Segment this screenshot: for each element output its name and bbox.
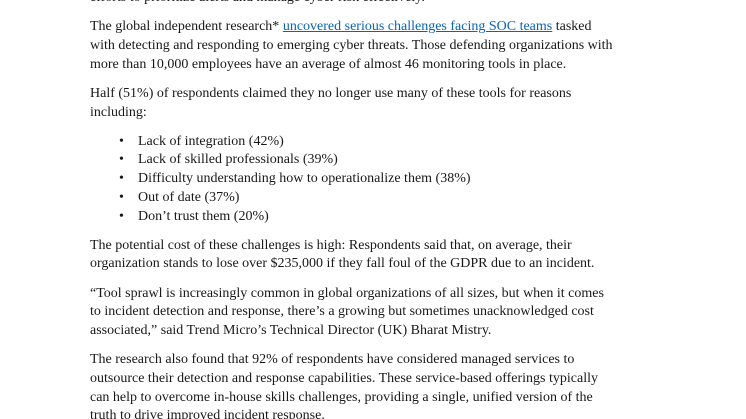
reasons-list: Lack of integration (42%) Lack of skille… bbox=[90, 133, 730, 227]
quote-paragraph: “Tool sprawl is increasingly common in g… bbox=[90, 285, 604, 339]
list-item: Difficulty understanding how to operatio… bbox=[90, 170, 730, 189]
half-respondents-paragraph: Half (51%) of respondents claimed they n… bbox=[90, 85, 572, 120]
list-item: Out of date (37%) bbox=[90, 189, 730, 208]
list-item: Lack of integration (42%) bbox=[90, 133, 730, 152]
document-text-block: efforts to prioritize alerts and manage … bbox=[90, 0, 730, 419]
research-paragraph-before-link: The global independent research* bbox=[90, 19, 283, 35]
soc-challenges-link[interactable]: uncovered serious challenges facing SOC … bbox=[282, 19, 553, 35]
clipped-top-paragraph: efforts to prioritize alerts and manage … bbox=[90, 0, 730, 8]
cost-paragraph: The potential cost of these challenges i… bbox=[90, 237, 595, 272]
research-paragraph: The global independent research* uncover… bbox=[90, 18, 730, 74]
list-item: Lack of skilled professionals (39%) bbox=[90, 151, 730, 170]
research-paragraph-after-link: tasked with detecting and responding to … bbox=[90, 19, 613, 72]
managed-services-paragraph: The research also found that 92% of resp… bbox=[90, 352, 598, 419]
list-item: Don’t trust them (20%) bbox=[90, 208, 730, 227]
